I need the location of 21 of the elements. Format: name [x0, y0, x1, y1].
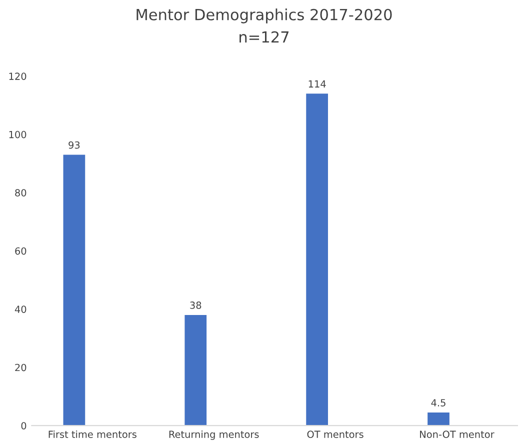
y-tick-label: 40 [14, 306, 26, 313]
data-label: 38 [190, 302, 202, 309]
y-tick-label: 100 [9, 130, 26, 138]
x-tick-label: First time mentors [48, 430, 136, 438]
y-tick-label: 80 [15, 189, 26, 196]
bar [184, 314, 207, 426]
chart-subtitle: n=127 [240, 31, 289, 43]
bar [63, 154, 86, 426]
x-tick-label: OT mentors [307, 430, 364, 438]
y-tick-label: 120 [9, 72, 26, 80]
bar [428, 412, 450, 426]
bar [306, 94, 328, 426]
x-tick-label: Non-OT mentor [420, 430, 494, 438]
data-label: 114 [308, 80, 326, 88]
data-label: 4.5 [431, 399, 446, 406]
chart-title: Mentor Demographics 2017-2020 [136, 8, 392, 24]
y-tick-label: 20 [15, 364, 26, 372]
y-tick-label: 60 [15, 247, 26, 255]
y-tick-label: 0 [21, 422, 26, 430]
x-tick-label: Returning mentors [169, 430, 259, 440]
data-label: 93 [68, 141, 80, 149]
